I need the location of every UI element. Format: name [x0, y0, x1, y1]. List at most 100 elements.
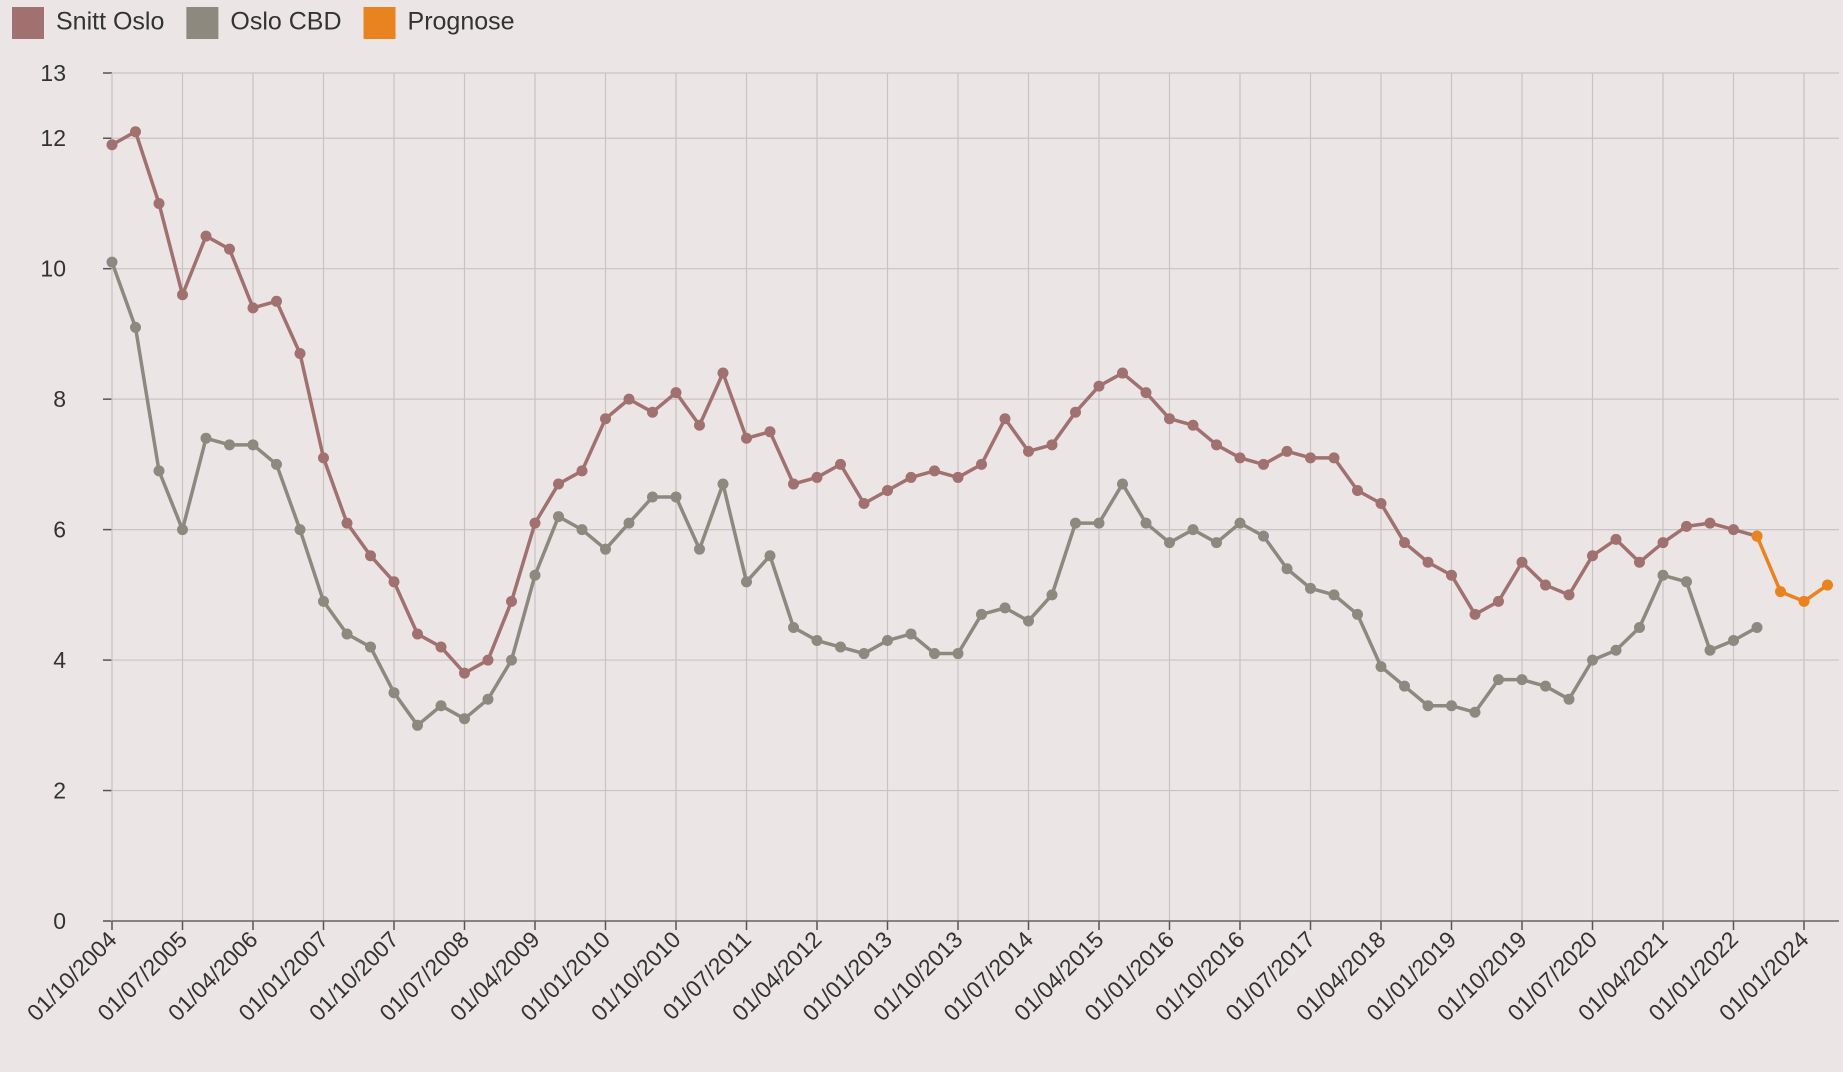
point [1023, 445, 1034, 457]
point [177, 289, 188, 301]
point [1328, 589, 1340, 601]
point [1681, 520, 1692, 532]
point [1751, 621, 1763, 633]
point [435, 700, 447, 712]
series [1751, 530, 1833, 607]
legend-swatch [186, 7, 219, 39]
point [882, 635, 893, 647]
point [1093, 517, 1105, 529]
point [1728, 524, 1739, 536]
point [717, 478, 729, 490]
point [929, 648, 940, 660]
point [811, 635, 823, 647]
point [764, 426, 776, 438]
point [529, 517, 541, 529]
point [1258, 530, 1269, 542]
point [999, 413, 1011, 425]
point [835, 458, 846, 470]
series [106, 256, 1763, 731]
point [576, 524, 588, 536]
point [670, 491, 682, 503]
point [412, 628, 423, 640]
point [623, 393, 635, 405]
point [130, 126, 141, 138]
point [694, 419, 705, 431]
point [1281, 563, 1293, 575]
legend-label: Oslo CBD [230, 8, 341, 36]
point [1399, 680, 1410, 692]
point [553, 511, 564, 523]
point [1234, 452, 1246, 464]
point [341, 517, 353, 529]
point [600, 543, 611, 555]
point [271, 458, 282, 470]
point [717, 367, 729, 379]
point [1187, 524, 1199, 536]
point [1469, 706, 1481, 718]
point [835, 641, 846, 653]
point [177, 524, 188, 536]
point [1211, 537, 1222, 549]
point [1540, 579, 1551, 591]
legend-label: Snitt Oslo [56, 8, 164, 36]
point [647, 491, 658, 503]
y-tick-label: 8 [53, 386, 66, 412]
point [1516, 556, 1528, 568]
point [153, 465, 165, 477]
point [1657, 569, 1669, 581]
point [365, 641, 376, 653]
point [106, 256, 118, 268]
point [1516, 674, 1528, 686]
point [459, 713, 470, 725]
point [412, 719, 423, 731]
point [1164, 537, 1175, 549]
point [929, 465, 940, 477]
point [905, 628, 917, 640]
point [1634, 621, 1645, 633]
point [1469, 608, 1481, 620]
point [1610, 644, 1622, 656]
legend-swatch [363, 7, 396, 39]
point [952, 648, 964, 660]
point [1117, 367, 1128, 379]
point [130, 321, 141, 333]
legend-label: Prognose [408, 8, 515, 36]
point [1657, 537, 1669, 549]
line [1755, 535, 1829, 604]
point [976, 458, 987, 470]
point [1187, 419, 1199, 431]
point [1493, 674, 1504, 686]
point [576, 465, 588, 477]
point [1023, 615, 1034, 627]
y-tick-label: 13 [40, 60, 66, 86]
series [106, 126, 1763, 679]
point [1070, 517, 1081, 529]
point [153, 197, 165, 209]
point [224, 439, 235, 451]
point [1046, 589, 1058, 601]
line [111, 129, 1758, 675]
point [788, 478, 799, 490]
point [1352, 608, 1363, 620]
point [1634, 556, 1645, 568]
point [976, 608, 987, 620]
point [1305, 452, 1316, 464]
point [600, 413, 611, 425]
point [388, 687, 400, 699]
point [1305, 582, 1316, 594]
point [459, 667, 470, 679]
point [482, 654, 494, 666]
point [106, 139, 118, 151]
point [1375, 498, 1387, 510]
point [1375, 661, 1387, 673]
y-tick-label: 12 [40, 125, 66, 151]
point [1211, 439, 1222, 451]
point [318, 595, 329, 607]
point [1422, 556, 1434, 568]
point [694, 543, 705, 555]
point [1070, 406, 1081, 418]
point [1587, 550, 1598, 562]
point [1399, 537, 1410, 549]
point [647, 406, 658, 418]
